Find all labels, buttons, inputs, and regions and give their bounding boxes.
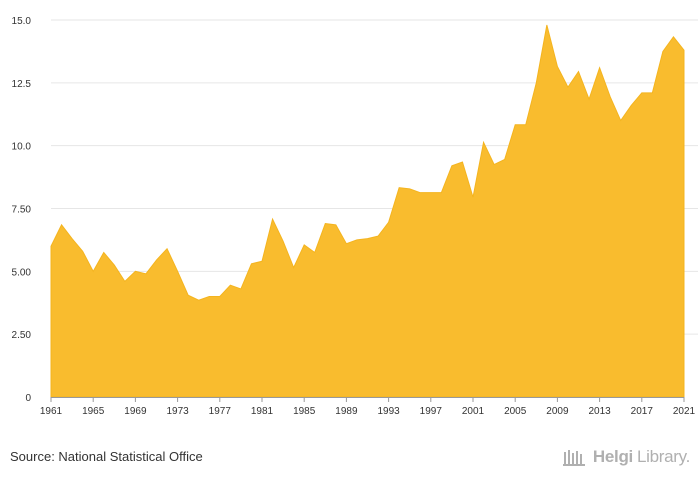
y-tick-label: 10.0 [12, 142, 32, 153]
x-tick-label: 1981 [251, 406, 274, 417]
x-tick-label: 2021 [673, 406, 696, 417]
x-tick-label: 1989 [335, 406, 358, 417]
y-tick-label: 2.50 [12, 330, 32, 341]
brand-name-part1: Helgi [592, 447, 633, 466]
y-tick-label: 15.0 [12, 16, 32, 27]
x-tick-label: 2009 [546, 406, 569, 417]
x-tick-label: 2017 [631, 406, 654, 417]
x-tick-label: 2001 [462, 406, 485, 417]
area-series [50, 24, 685, 398]
x-axis [50, 397, 685, 402]
x-tick-label: 1993 [377, 406, 400, 417]
y-tick-label: 12.5 [12, 79, 32, 90]
y-tick-label: 7.50 [12, 205, 32, 216]
x-tick-label: 1969 [124, 406, 147, 417]
x-tick-label: 2013 [588, 406, 611, 417]
source-note: Source: National Statistical Office [10, 449, 203, 464]
x-tick-label: 1961 [40, 406, 63, 417]
x-tick-label: 2005 [504, 406, 527, 417]
x-tick-label: 1965 [82, 406, 105, 417]
x-tick-label: 1997 [420, 406, 443, 417]
x-axis-labels: 1961 1965 1969 1973 1977 1981 1985 1989 1993 1997… [40, 406, 696, 417]
brand-logo: Helgi Library. [562, 447, 690, 467]
x-tick-label: 1973 [166, 406, 189, 417]
x-tick-label: 1985 [293, 406, 316, 417]
y-tick-label: 5.00 [12, 267, 32, 278]
brand-name-part2: Library. [636, 447, 690, 466]
y-tick-label: 0 [25, 393, 31, 404]
library-icon [562, 450, 585, 466]
x-tick-label: 1977 [209, 406, 232, 417]
y-axis: 0 2.50 5.00 7.50 10.0 12.5 15.0 [12, 16, 32, 404]
area-series-path [50, 24, 685, 398]
